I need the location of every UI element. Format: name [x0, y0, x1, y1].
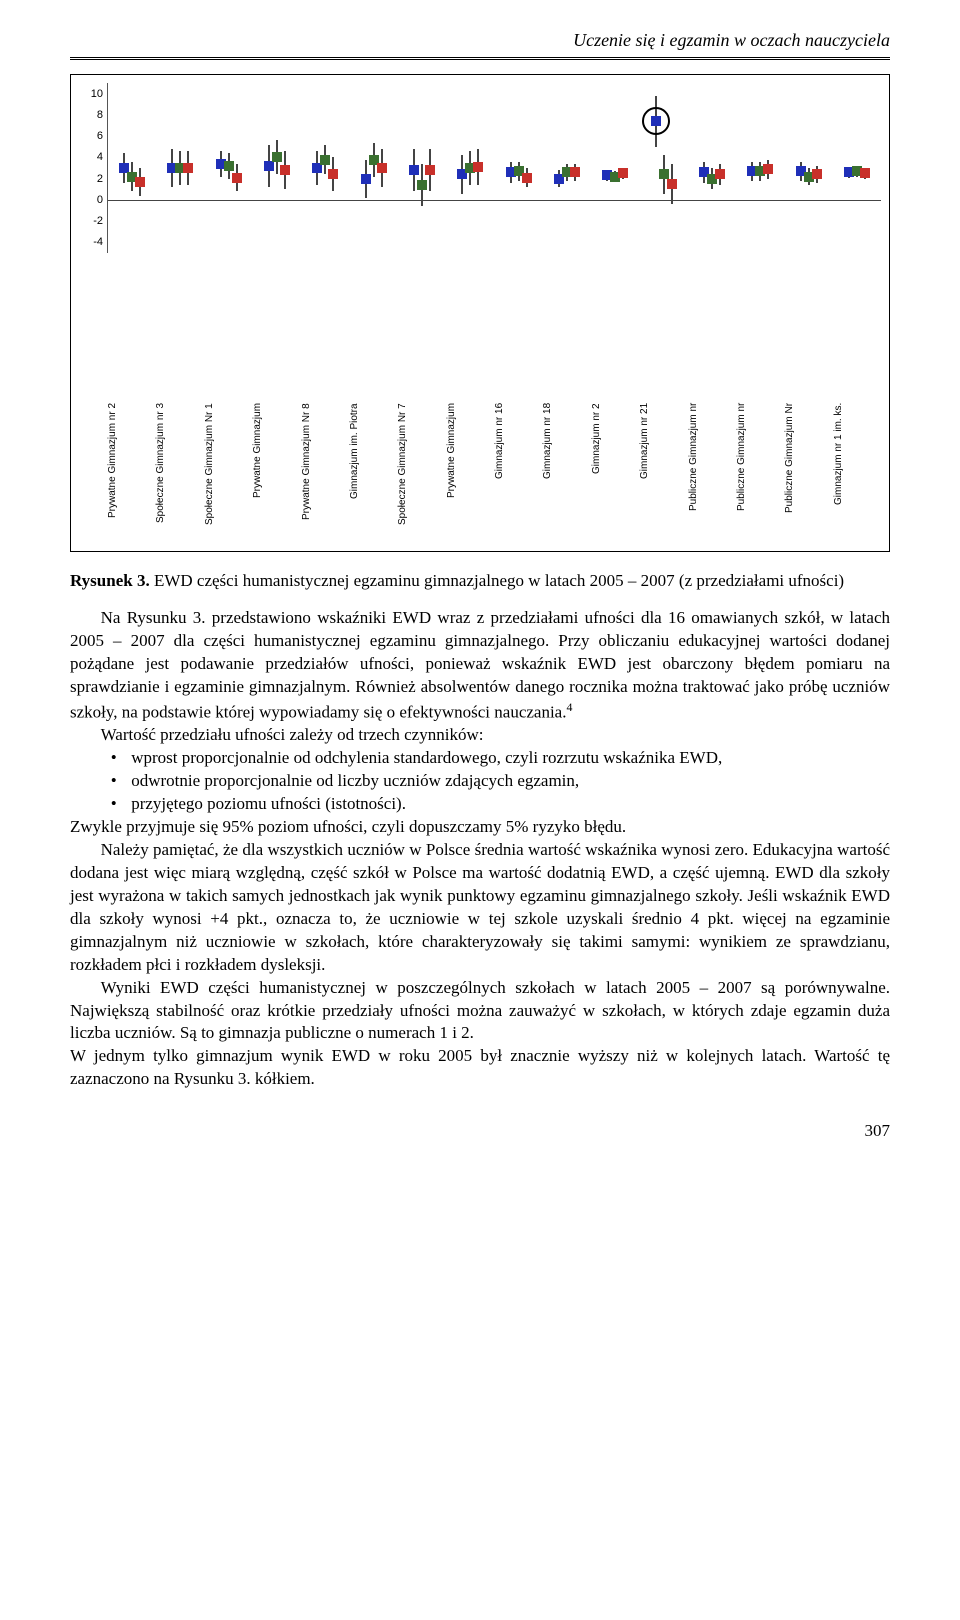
chart-marker	[409, 165, 419, 175]
footnote-mark: 4	[566, 700, 572, 714]
caption-text: EWD części humanistycznej egzaminu gimna…	[154, 571, 844, 590]
x-label: Publiczne Gimnazjum nr	[688, 403, 736, 543]
chart-marker	[272, 152, 282, 162]
chart-group	[301, 83, 349, 253]
page-header: Uczenie się i egzamin w oczach nauczycie…	[70, 30, 890, 60]
chart-marker	[473, 162, 483, 172]
chart-group	[543, 83, 591, 253]
chart-marker	[377, 163, 387, 173]
para-3: Zwykle przyjmuje się 95% poziom ufności,…	[70, 816, 890, 839]
chart-group	[591, 83, 639, 253]
chart-marker	[328, 169, 338, 179]
bullet-item: przyjętego poziomu ufności (istotności).	[111, 793, 890, 816]
y-tick: -2	[93, 215, 103, 227]
x-label: Gimnazjum im. Piotra	[349, 403, 397, 543]
y-tick: 0	[97, 194, 103, 206]
x-label: Gimnazjum nr 2	[591, 403, 639, 543]
para-6: W jednym tylko gimnazjum wynik EWD w rok…	[70, 1045, 890, 1091]
x-label: Publiczne Gimnazjum nr	[736, 403, 784, 543]
chart-marker	[135, 177, 145, 187]
chart-marker	[280, 165, 290, 175]
chart-plot-area	[107, 83, 881, 253]
chart-marker	[361, 174, 371, 184]
x-label: Społeczne Gimnazjum Nr 1	[204, 403, 252, 543]
chart-marker	[659, 169, 669, 179]
chart-marker	[312, 163, 322, 173]
chart-marker	[618, 168, 628, 178]
y-tick: 8	[97, 109, 103, 121]
chart-marker	[224, 161, 234, 171]
y-tick: -4	[93, 236, 103, 248]
x-label: Społeczne Gimnazjum nr 3	[155, 403, 203, 543]
ewd-chart: -4-20246810 Prywatne Gimnazjum nr 2Społe…	[70, 74, 890, 552]
x-label: Społeczne Gimnazjum Nr 7	[397, 403, 445, 543]
x-label: Prywatne Gimnazjum Nr 8	[301, 403, 349, 543]
chart-marker	[425, 165, 435, 175]
x-label: Gimnazjum nr 21	[639, 403, 687, 543]
chart-group	[108, 83, 156, 253]
y-tick: 2	[97, 173, 103, 185]
page-number: 307	[70, 1121, 890, 1141]
chart-marker	[667, 179, 677, 189]
chart-group	[833, 83, 881, 253]
chart-group	[736, 83, 784, 253]
chart-group	[784, 83, 832, 253]
chart-marker	[320, 155, 330, 165]
chart-marker	[522, 173, 532, 183]
para-4: Należy pamiętać, że dla wszystkich uczni…	[70, 839, 890, 977]
x-label: Prywatne Gimnazjum nr 2	[107, 403, 155, 543]
y-tick: 4	[97, 151, 103, 163]
figure-caption: Rysunek 3. EWD części humanistycznej egz…	[70, 570, 890, 593]
chart-marker	[232, 173, 242, 183]
y-tick: 10	[91, 88, 103, 100]
x-label: Gimnazjum nr 1 im. ks.	[833, 403, 881, 543]
header-title: Uczenie się i egzamin w oczach nauczycie…	[573, 30, 890, 50]
chart-group	[253, 83, 301, 253]
x-label: Prywatne Gimnazjum	[252, 403, 300, 543]
chart-marker	[715, 169, 725, 179]
para-1: Na Rysunku 3. przedstawiono wskaźniki EW…	[70, 608, 890, 721]
chart-y-axis: -4 -2 0 2 4 6 8 10	[79, 83, 107, 403]
bullet-item: odwrotnie proporcjonalnie od liczby uczn…	[111, 770, 890, 793]
para-2: Wartość przedziału ufności zależy od trz…	[70, 724, 890, 747]
chart-group	[639, 83, 687, 253]
x-label: Prywatne Gimnazjum	[446, 403, 494, 543]
circle-annotation	[642, 107, 670, 135]
x-label: Publiczne Gimnazjum Nr	[784, 403, 832, 543]
x-label: Gimnazjum nr 16	[494, 403, 542, 543]
x-label: Gimnazjum nr 18	[542, 403, 590, 543]
chart-group	[350, 83, 398, 253]
chart-group	[398, 83, 446, 253]
y-tick: 6	[97, 130, 103, 142]
chart-marker	[183, 163, 193, 173]
para-5: Wyniki EWD części humanistycznej w poszc…	[70, 977, 890, 1046]
chart-group	[446, 83, 494, 253]
chart-marker	[763, 164, 773, 174]
chart-marker	[860, 168, 870, 178]
chart-group	[156, 83, 204, 253]
chart-marker	[570, 167, 580, 177]
chart-marker	[417, 180, 427, 190]
body-text: Na Rysunku 3. przedstawiono wskaźniki EW…	[70, 607, 890, 1091]
caption-label: Rysunek 3.	[70, 571, 150, 590]
chart-group	[688, 83, 736, 253]
bullet-list: wprost proporcjonalnie od odchylenia sta…	[111, 747, 890, 816]
chart-group	[495, 83, 543, 253]
chart-marker	[264, 161, 274, 171]
chart-x-labels: Prywatne Gimnazjum nr 2Społeczne Gimnazj…	[107, 403, 881, 543]
bullet-item: wprost proporcjonalnie od odchylenia sta…	[111, 747, 890, 770]
chart-group	[205, 83, 253, 253]
chart-marker	[812, 169, 822, 179]
